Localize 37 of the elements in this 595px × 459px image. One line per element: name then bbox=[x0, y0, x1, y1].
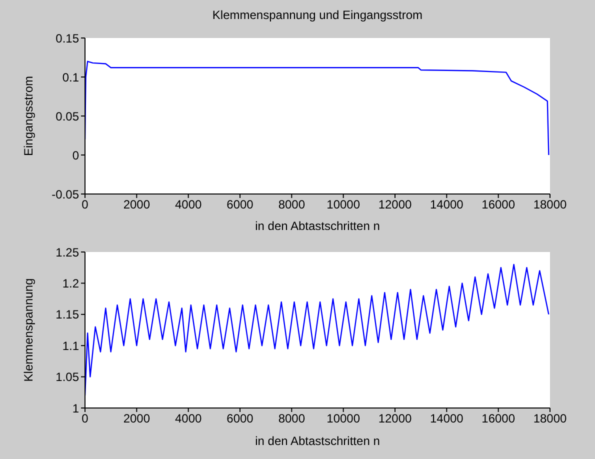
x-axis-title: in den Abtastschritten n bbox=[255, 219, 380, 233]
y-tick-label: -0.05 bbox=[52, 187, 80, 202]
chart-title: Klemmenspannung und Eingangsstrom bbox=[211, 8, 424, 22]
y-tick-label: 1.15 bbox=[56, 308, 80, 322]
x-tick-label: 0 bbox=[82, 412, 89, 426]
x-tick-label: 12000 bbox=[378, 412, 412, 426]
x-tick-label: 4000 bbox=[174, 198, 202, 212]
y-tick-label: 0.05 bbox=[56, 109, 80, 124]
x-tick-label: 16000 bbox=[482, 412, 516, 426]
y-tick-label: 0.15 bbox=[56, 31, 80, 46]
y-tick-label: 0 bbox=[72, 148, 80, 162]
y-tick-label: 1.05 bbox=[56, 370, 80, 384]
y-tick-label: 0.1 bbox=[62, 70, 80, 84]
x-tick-label: 14000 bbox=[430, 412, 464, 426]
y-tick-label: 1 bbox=[72, 401, 80, 416]
x-axis-title: in den Abtastschritten n bbox=[255, 434, 380, 448]
y-axis-title: Klemmenspannung bbox=[21, 278, 36, 382]
x-tick-label: 14000 bbox=[430, 198, 464, 212]
x-tick-label: 6000 bbox=[226, 412, 254, 426]
y-tick-label: 1.1 bbox=[62, 338, 80, 353]
x-tick-label: 18000 bbox=[533, 198, 568, 212]
y-tick-label: 1.2 bbox=[62, 276, 80, 290]
x-tick-label: 8000 bbox=[278, 412, 306, 426]
x-tick-label: 0 bbox=[82, 198, 89, 212]
x-tick-label: 8000 bbox=[278, 198, 306, 212]
x-tick-label: 10000 bbox=[326, 412, 360, 426]
x-tick-label: 16000 bbox=[482, 198, 516, 212]
x-tick-label: 6000 bbox=[226, 198, 254, 212]
line-series bbox=[85, 60, 550, 156]
x-tick-label: 12000 bbox=[378, 198, 412, 212]
x-tick-label: 18000 bbox=[533, 412, 568, 426]
x-tick-label: 2000 bbox=[123, 198, 150, 212]
y-tick-label: 1.25 bbox=[56, 245, 80, 260]
x-tick-label: 2000 bbox=[123, 412, 150, 426]
y-axis-title: Eingangsstrom bbox=[21, 76, 36, 156]
x-tick-label: 4000 bbox=[174, 412, 202, 426]
x-tick-label: 10000 bbox=[326, 198, 360, 212]
